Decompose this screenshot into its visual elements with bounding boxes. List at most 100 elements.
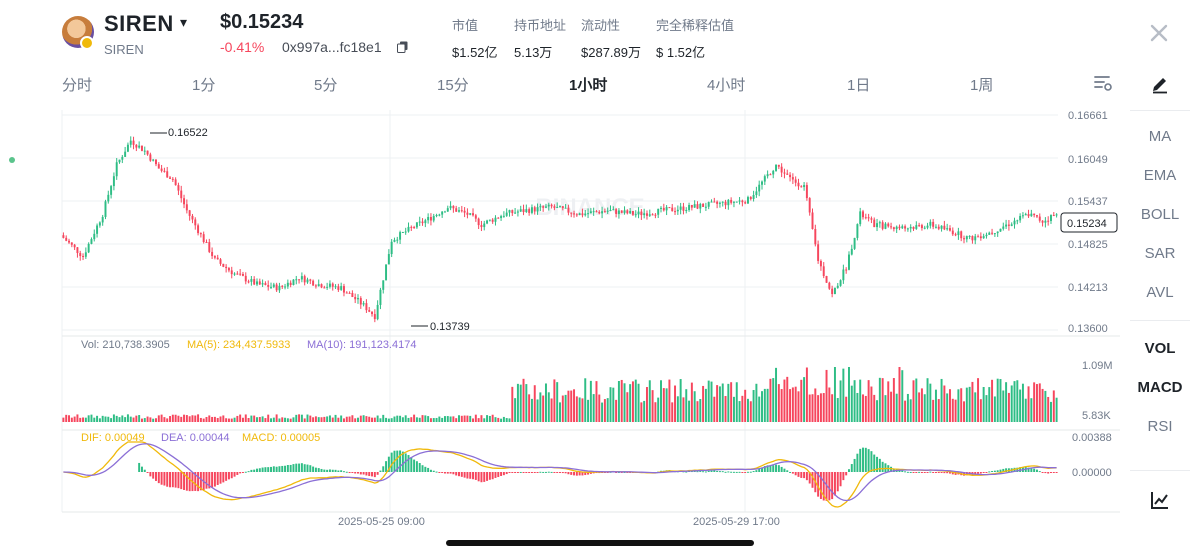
price-tick: 0.14213 <box>1068 282 1108 294</box>
tab-4h[interactable]: 4小时 <box>707 77 746 94</box>
macd-bar <box>152 472 155 479</box>
candle-body <box>968 236 971 238</box>
volume-bar <box>651 390 654 422</box>
indicator-ma[interactable]: MA <box>1148 128 1172 145</box>
candle-body <box>884 223 887 229</box>
volume-bar <box>943 385 946 422</box>
macd-bar <box>253 469 256 472</box>
candle-body <box>138 145 141 148</box>
macd-bar <box>183 472 186 490</box>
candle-body <box>561 206 564 209</box>
candle-body <box>741 200 744 203</box>
volume-bar <box>828 387 831 422</box>
indicator-vol[interactable]: VOL <box>1144 340 1176 357</box>
candle-body <box>862 211 864 218</box>
volume-bar <box>486 415 489 422</box>
stat-label: 流动性 <box>581 18 621 33</box>
candle-body <box>239 273 242 275</box>
chevron-down-icon[interactable]: ▾ <box>180 14 188 30</box>
dea-line <box>63 443 1057 502</box>
candle-body <box>1033 213 1036 216</box>
candle-body <box>93 233 96 240</box>
chart-settings-icon[interactable] <box>1094 74 1112 92</box>
drawing-tool-icon[interactable] <box>1150 74 1170 94</box>
volume-bar <box>968 386 971 422</box>
indicator-ema[interactable]: EMA <box>1143 167 1177 184</box>
candle-body <box>427 217 430 221</box>
volume-bar <box>427 416 430 422</box>
volume-bar <box>118 417 121 422</box>
indicator-rsi[interactable]: RSI <box>1147 418 1173 435</box>
token-symbol[interactable]: SIREN <box>104 11 174 36</box>
volume-bar <box>79 417 82 422</box>
indicator-macd[interactable]: MACD <box>1137 379 1183 396</box>
candle-body <box>777 164 780 167</box>
candle-body <box>1055 214 1058 216</box>
macd-bar <box>977 472 980 474</box>
tab-timeline[interactable]: 分时 <box>62 77 93 94</box>
indicator-avl[interactable]: AVL <box>1146 284 1174 301</box>
tab-1d[interactable]: 1日 <box>847 77 871 94</box>
candle-body <box>769 174 772 176</box>
macd-bar <box>328 469 331 472</box>
candle-body <box>314 285 317 287</box>
macd-bar <box>443 472 446 474</box>
tab-5m[interactable]: 5分 <box>314 77 338 94</box>
candle-body <box>110 186 113 195</box>
volume-bar <box>589 380 592 422</box>
tab-1w[interactable]: 1周 <box>970 77 994 94</box>
volume-bar <box>213 416 216 422</box>
volume-bar <box>323 416 326 422</box>
macd-bar <box>769 465 772 472</box>
tab-1h[interactable]: 1小时 <box>569 77 608 94</box>
candle-body <box>643 213 646 216</box>
volume-bar <box>463 415 466 422</box>
volume-bar <box>530 398 533 422</box>
volume-bar <box>620 379 623 422</box>
candle-body <box>233 273 236 275</box>
candle-body <box>1010 224 1013 226</box>
volume-bar <box>256 417 258 422</box>
price-tick: 0.13600 <box>1068 323 1108 335</box>
macd-bar <box>536 472 539 473</box>
volume-bar <box>870 386 873 422</box>
volume-bar <box>999 379 1002 422</box>
candle-body <box>688 204 691 211</box>
volume-bar <box>1033 382 1036 422</box>
close-icon[interactable] <box>1148 22 1170 44</box>
contract-address[interactable]: 0x997a...fc18e1 <box>282 39 382 55</box>
candle-body <box>977 236 980 238</box>
volume-bar <box>185 415 188 422</box>
macd-bar <box>1044 472 1047 474</box>
macd-bar <box>789 471 792 473</box>
candle-body <box>732 201 735 203</box>
candlestick-chart[interactable]: BINANCE 0.16661 0.16049 0.15437 0.14825 … <box>0 100 1125 530</box>
volume-bar <box>216 417 219 422</box>
candle-body <box>376 304 379 320</box>
candle-body <box>1052 215 1055 217</box>
volume-bar <box>222 415 225 422</box>
macd-bar <box>1050 472 1052 473</box>
tab-15m[interactable]: 15分 <box>437 77 469 94</box>
candle-body <box>904 226 907 229</box>
tab-1m[interactable]: 1分 <box>192 77 216 94</box>
indicator-sar[interactable]: SAR <box>1144 245 1176 262</box>
macd-bar <box>233 472 236 477</box>
volume-bar <box>511 386 514 422</box>
volume-bar <box>84 417 87 422</box>
volume-bar <box>435 417 438 422</box>
volume-bar <box>219 416 222 422</box>
price-tick: 0.16661 <box>1068 110 1108 122</box>
volume-bar <box>831 394 834 422</box>
volume-bar <box>777 384 780 422</box>
indicator-boll[interactable]: BOLL <box>1140 206 1180 223</box>
chart-type-icon[interactable] <box>1150 490 1170 510</box>
copy-icon[interactable] <box>397 41 408 53</box>
candle-body <box>115 162 118 177</box>
volume-bar <box>1021 383 1024 422</box>
candle-body <box>878 222 881 224</box>
candle-body <box>152 159 155 161</box>
volume-bar <box>87 415 90 422</box>
macd-bar <box>547 471 550 473</box>
macd-bar <box>707 470 710 472</box>
